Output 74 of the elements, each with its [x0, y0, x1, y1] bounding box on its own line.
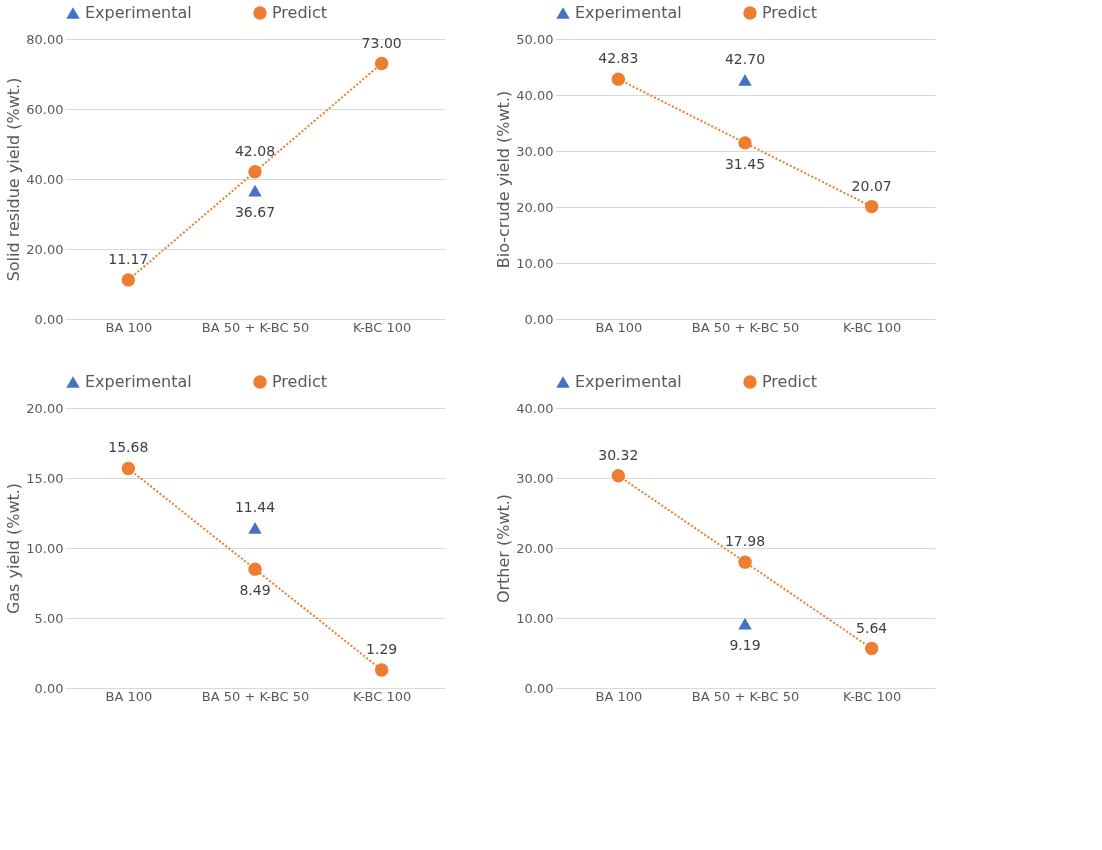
legend-label: Experimental	[575, 372, 682, 391]
point	[374, 56, 389, 71]
y-tick-label: 40.00	[516, 400, 554, 416]
y-tick-label: 20.00	[26, 400, 64, 416]
data-label: 73.00	[361, 34, 402, 51]
y-tick-label: 10.00	[516, 255, 554, 271]
data-label: 15.68	[108, 439, 149, 456]
data-label: 30.32	[598, 446, 639, 463]
data-label: 11.17	[108, 250, 149, 267]
legend-label: Predict	[272, 3, 328, 22]
data-label: 17.98	[724, 533, 766, 550]
legend-label: Experimental	[85, 3, 192, 22]
point	[738, 74, 752, 86]
y-tick-label: 10.00	[26, 540, 64, 556]
y-axis-title: Bio-crude yield (%wt.)	[494, 90, 514, 269]
legend-label: Experimental	[85, 372, 192, 391]
y-tick-label: 40.00	[516, 87, 554, 103]
data-label: 42.70	[724, 50, 766, 67]
point	[121, 461, 136, 476]
legend-label: Predict	[762, 372, 818, 391]
data-label: 9.19	[729, 636, 761, 653]
y-axis-title: Orther (%wt.)	[494, 493, 514, 604]
y-tick-label: 40.00	[26, 171, 64, 187]
y-tick-label: 50.00	[516, 31, 554, 47]
legend-label: Predict	[762, 3, 818, 22]
x-tick-label: BA 50 + K-BC 50	[201, 688, 310, 704]
y-tick-label: 10.00	[516, 610, 554, 626]
y-tick-label: 0.00	[34, 680, 64, 696]
y-tick-label: 5.00	[34, 610, 64, 626]
x-tick-label: BA 100	[595, 688, 643, 704]
legend-label: Experimental	[575, 3, 682, 22]
point	[121, 273, 136, 287]
legend-label: Predict	[272, 372, 328, 391]
point	[248, 522, 262, 534]
data-label: 42.83	[598, 50, 639, 67]
y-tick-label: 0.00	[524, 680, 554, 696]
y-tick-label: 15.00	[26, 470, 64, 486]
x-tick-label: K-BC 100	[843, 688, 902, 704]
x-tick-label: K-BC 100	[353, 319, 412, 335]
y-tick-label: 30.00	[516, 143, 554, 159]
point	[248, 184, 262, 197]
y-tick-label: 30.00	[516, 470, 554, 486]
y-axis-title: Solid residue yield (%wt.)	[4, 77, 24, 282]
point	[864, 199, 879, 214]
y-tick-label: 20.00	[26, 241, 64, 257]
data-label: 31.45	[724, 155, 766, 172]
y-tick-label: 0.00	[34, 311, 64, 327]
point	[738, 617, 752, 630]
data-label: 36.67	[234, 203, 276, 220]
data-label: 1.29	[366, 640, 398, 657]
y-tick-label: 80.00	[26, 31, 64, 47]
data-label: 20.07	[851, 177, 892, 194]
x-tick-label: BA 100	[105, 319, 153, 335]
x-tick-label: BA 50 + K-BC 50	[201, 319, 310, 335]
data-label: 5.64	[856, 619, 888, 636]
data-label: 11.44	[234, 498, 276, 515]
x-tick-label: BA 100	[595, 319, 643, 335]
data-label: 8.49	[239, 582, 271, 599]
point	[738, 136, 752, 150]
y-tick-label: 0.00	[524, 311, 554, 327]
point	[611, 469, 626, 483]
y-tick-label: 20.00	[516, 199, 554, 215]
data-label: 42.08	[234, 142, 276, 159]
y-axis-title: Gas yield (%wt.)	[4, 482, 24, 615]
point	[374, 663, 389, 677]
y-tick-label: 60.00	[26, 101, 64, 117]
point	[864, 641, 879, 656]
x-tick-label: BA 100	[105, 688, 153, 704]
x-tick-label: BA 50 + K-BC 50	[691, 319, 800, 335]
x-tick-label: BA 50 + K-BC 50	[691, 688, 800, 704]
x-tick-label: K-BC 100	[843, 319, 902, 335]
x-tick-label: K-BC 100	[353, 688, 412, 704]
y-tick-label: 20.00	[516, 540, 554, 556]
point	[611, 72, 626, 86]
